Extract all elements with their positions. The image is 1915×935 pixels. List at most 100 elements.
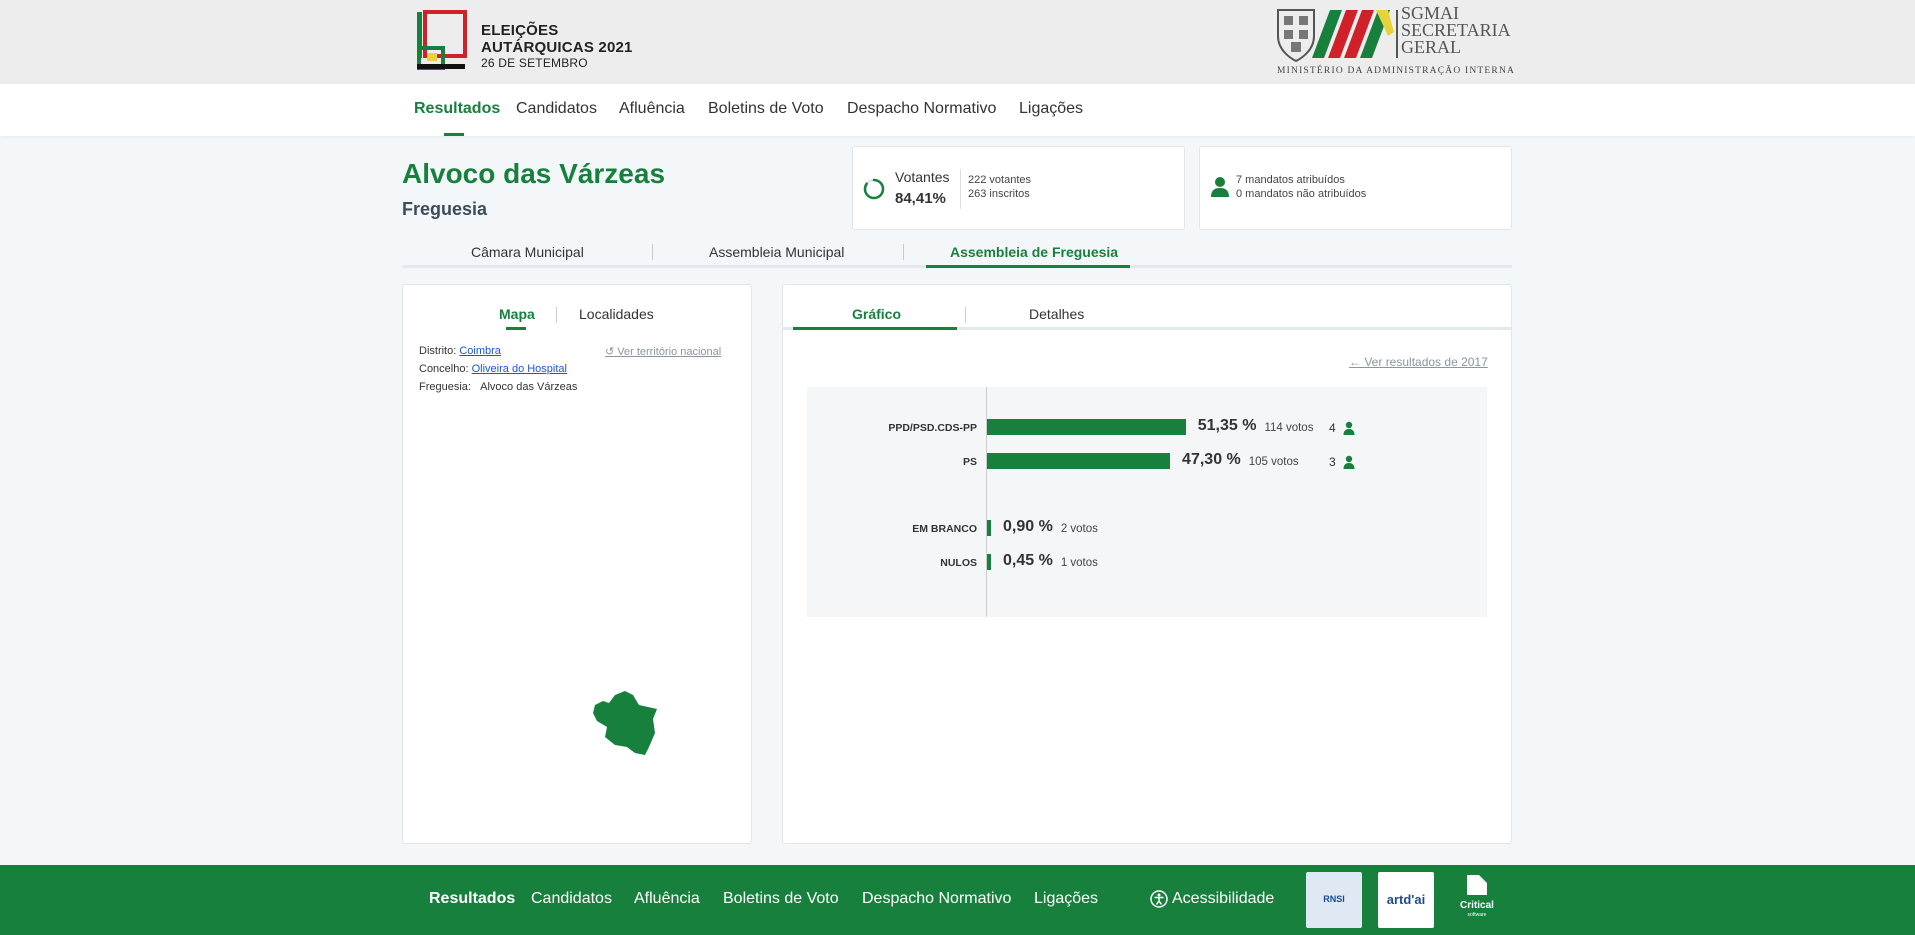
sgmai-logo-icon[interactable] — [1276, 6, 1511, 78]
map-panel: Mapa Localidades Distrito: Coimbra Conce… — [402, 284, 752, 844]
sgmai-text: SGMAI SECRETARIA GERAL — [1401, 3, 1511, 57]
rnsi-logo[interactable]: RNSI — [1306, 872, 1362, 928]
accessibility-icon[interactable] — [1150, 890, 1168, 908]
ver-resultados-label: Ver resultados de 2017 — [1364, 355, 1488, 369]
artdai-logo-text: artd'ai — [1386, 892, 1426, 907]
chart-tabs-baseline — [783, 327, 1511, 330]
bar-votes-label: 105 votos — [1248, 456, 1299, 468]
bar-label: PS — [962, 456, 977, 468]
footer-nav-ligacoes[interactable]: Ligações — [1034, 890, 1099, 907]
bar-votes-label: 114 votos — [1264, 422, 1314, 434]
concelho-row: Concelho: Oliveira do Hospital — [419, 363, 567, 375]
critical-logo-mark-icon — [1467, 875, 1487, 895]
ver-resultados-2017-link[interactable]: ← Ver resultados de 2017 — [1349, 355, 1488, 369]
mandates-assigned: 7 mandatos atribuídos — [1236, 174, 1345, 186]
tab-detalhes[interactable]: Detalhes — [1029, 306, 1085, 322]
arrow-left-icon: ← — [1349, 355, 1361, 369]
distrito-row: Distrito: Coimbra — [419, 345, 501, 357]
tab-separator — [903, 244, 904, 260]
nav-boletins-de-voto[interactable]: Boletins de Voto — [708, 100, 824, 117]
tab-separator — [652, 244, 653, 260]
bar-label: PPD/PSD.CDS-PP — [888, 422, 977, 434]
distrito-label: Distrito: — [419, 345, 457, 357]
undo-icon: ↺ — [605, 346, 615, 358]
result-bar[interactable] — [987, 554, 991, 570]
bar-percent-label: 51,35 % — [1197, 417, 1257, 434]
freguesia-value: Alvoco das Várzeas — [480, 381, 578, 393]
freguesia-row: Freguesia: Alvoco das Várzeas — [419, 381, 577, 393]
turnout-label: Votantes — [895, 169, 950, 185]
map-tab-active-indicator — [506, 327, 526, 330]
tab-camara-municipal[interactable]: Câmara Municipal — [471, 244, 584, 260]
footer-accessibility[interactable]: Acessibilidade — [1172, 890, 1275, 907]
footer-nav-candidatos[interactable]: Candidatos — [531, 890, 612, 907]
tab-separator — [556, 307, 557, 323]
election-tab-active-indicator — [926, 265, 1130, 268]
bar-percent-label: 0,90 % — [1003, 518, 1053, 535]
result-bar[interactable] — [987, 520, 991, 536]
turnout-percent: 84,41% — [895, 190, 946, 207]
nav-resultados[interactable]: Resultados — [414, 100, 501, 117]
logo-line1: ELEIÇÕES — [481, 22, 559, 39]
tab-mapa[interactable]: Mapa — [499, 306, 535, 322]
rnsi-logo-text: RNSI — [1323, 894, 1345, 904]
footer-nav-afluencia[interactable]: Afluência — [634, 890, 700, 907]
bar-votes-label: 2 votos — [1060, 523, 1098, 535]
tab-grafico[interactable]: Gráfico — [852, 306, 902, 322]
distrito-link[interactable]: Coimbra — [459, 345, 501, 357]
result-bar[interactable] — [987, 453, 1171, 469]
page-subtitle: Freguesia — [402, 199, 488, 219]
critical-logo-sub: software — [1467, 912, 1487, 918]
person-icon — [1343, 455, 1355, 469]
election-tabs: Câmara Municipal Assembleia Municipal As… — [402, 236, 1512, 268]
chart-panel: Gráfico Detalhes ← Ver resultados de 201… — [782, 284, 1512, 844]
bar-mandates-count: 4 — [1329, 421, 1336, 435]
concelho-label: Concelho: — [419, 363, 469, 375]
sgmai-line1: SGMAI — [1401, 3, 1460, 23]
chart-tab-active-indicator — [793, 327, 957, 330]
nav-ligacoes[interactable]: Ligações — [1019, 100, 1084, 117]
parish-map-shape[interactable] — [591, 689, 661, 757]
elections-logo-icon[interactable] — [415, 10, 469, 72]
result-bar[interactable] — [987, 419, 1186, 435]
person-icon — [1211, 177, 1229, 197]
nav-candidatos[interactable]: Candidatos — [516, 100, 597, 117]
critical-logo-text: Critical — [1460, 900, 1494, 911]
sgmai-subtitle: MINISTÉRIO DA ADMINISTRAÇÃO INTERNA — [1277, 66, 1516, 76]
turnout-voters: 222 votantes — [968, 174, 1031, 186]
bar-label: EM BRANCO — [912, 523, 977, 535]
sgmai-line2: SECRETARIA — [1401, 20, 1511, 40]
chart-axis — [986, 387, 987, 617]
turnout-registered: 263 inscritos — [968, 188, 1030, 200]
bar-label: NULOS — [940, 557, 977, 569]
tab-assembleia-de-freguesia[interactable]: Assembleia de Freguesia — [950, 244, 1119, 260]
mandates-card: 7 mandatos atribuídos 0 mandatos não atr… — [1199, 146, 1512, 230]
turnout-card: Votantes 84,41% 222 votantes 263 inscrit… — [852, 146, 1185, 230]
concelho-link[interactable]: Oliveira do Hospital — [471, 363, 567, 375]
footer-nav-despacho-normativo[interactable]: Despacho Normativo — [862, 890, 1012, 907]
turnout-divider — [960, 169, 961, 209]
bar-mandates-count: 3 — [1329, 455, 1336, 469]
ver-territorio-nacional-link[interactable]: ↺ Ver território nacional — [605, 345, 721, 358]
tab-assembleia-municipal[interactable]: Assembleia Municipal — [709, 244, 845, 260]
freguesia-label: Freguesia: — [419, 381, 471, 393]
page-title: Alvoco das Várzeas — [402, 158, 666, 189]
top-header: ELEIÇÕES AUTÁRQUICAS 2021 26 DE SETEMBRO… — [0, 0, 1915, 84]
logo-line2: AUTÁRQUICAS 2021 — [481, 39, 633, 56]
ver-territorio-label: Ver território nacional — [617, 346, 722, 358]
nav-afluencia[interactable]: Afluência — [619, 100, 685, 117]
critical-software-logo[interactable]: Critical software — [1452, 875, 1502, 927]
bar-votes-label: 1 votos — [1060, 557, 1098, 569]
elections-logo-text: ELEIÇÕES AUTÁRQUICAS 2021 26 DE SETEMBRO — [481, 22, 633, 70]
nav-active-indicator — [444, 133, 464, 136]
tab-localidades[interactable]: Localidades — [579, 306, 654, 322]
footer-nav-boletins-de-voto[interactable]: Boletins de Voto — [723, 890, 839, 907]
artdai-logo[interactable]: artd'ai — [1378, 872, 1434, 928]
footer-nav-resultados[interactable]: Resultados — [429, 890, 516, 907]
results-bar-chart: PPD/PSD.CDS-PP 51,35 % 114 votos 4 PS 47,30 %… — [807, 387, 1487, 617]
nav-despacho-normativo[interactable]: Despacho Normativo — [847, 100, 997, 117]
person-icon — [1343, 421, 1355, 435]
footer: Resultados Candidatos Afluência Boletins… — [0, 865, 1915, 935]
main-nav: Resultados Candidatos Afluência Boletins… — [0, 84, 1915, 136]
sgmai-line3: GERAL — [1401, 37, 1461, 57]
